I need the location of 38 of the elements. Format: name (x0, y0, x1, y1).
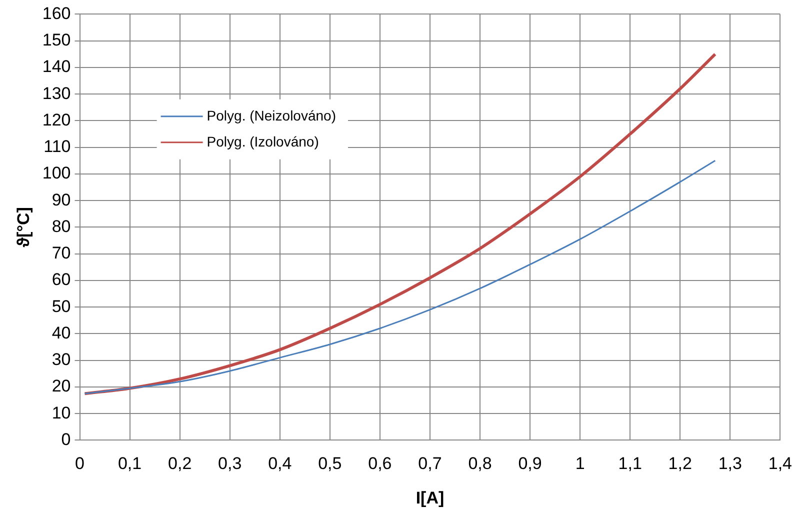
x-tick-label: 1,2 (668, 454, 692, 474)
x-tick-label: 0,2 (168, 454, 192, 474)
x-tick-label: 1,3 (718, 454, 742, 474)
x-tick-label: 0,9 (518, 454, 542, 474)
y-tick-label: 70 (52, 244, 71, 263)
y-tick-label: 0 (61, 430, 71, 449)
x-tick-label: 1,1 (618, 454, 642, 474)
x-tick-label: 1 (575, 454, 585, 474)
x-tick-label: 0,4 (268, 454, 292, 474)
x-tick-label: 0,6 (368, 454, 392, 474)
y-tick-label: 120 (42, 110, 71, 130)
y-tick-label: 30 (52, 350, 71, 370)
y-tick-label: 150 (42, 30, 71, 50)
y-tick-label: 10 (52, 403, 71, 422)
legend-label: Polyg. (Izolováno) (206, 133, 319, 150)
legend-label: Polyg. (Neizolováno) (206, 107, 336, 124)
x-tick-label: 0,8 (468, 454, 492, 474)
y-tick-label: 110 (44, 137, 71, 156)
y-tick-label: 160 (42, 4, 71, 23)
y-tick-label: 130 (42, 84, 71, 103)
y-tick-label: 100 (42, 164, 71, 183)
y-tick-label: 50 (52, 296, 71, 316)
line-series (83, 52, 717, 396)
x-axis-title: I[A] (416, 488, 444, 508)
y-tick-label: 40 (52, 323, 71, 342)
line-series (84, 160, 716, 394)
x-tick-label: 0 (75, 454, 84, 474)
x-tick-label: 0,7 (418, 454, 442, 474)
x-tick-label: 1,4 (768, 454, 792, 474)
y-tick-label: 80 (52, 216, 71, 236)
y-tick-label: 20 (52, 376, 71, 396)
y-tick-label: 140 (42, 57, 71, 76)
x-tick-label: 0,5 (318, 454, 342, 474)
x-tick-label: 0,1 (118, 454, 142, 474)
x-tick-label: 0,3 (218, 454, 242, 474)
y-tick-label: 90 (52, 190, 71, 210)
y-axis-title: ϑ[°C] (14, 207, 33, 248)
y-tick-label: 60 (52, 270, 71, 290)
